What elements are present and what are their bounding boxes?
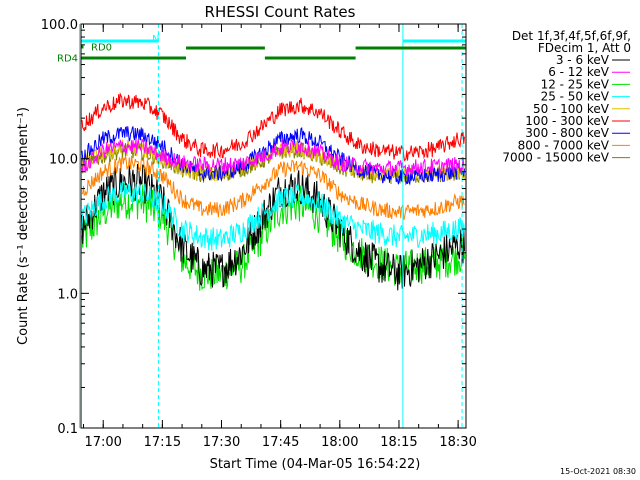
flag-marker-n: N [152,34,159,45]
y-tick-label-2: 10.0 [49,153,78,168]
y-tick-label-1: 1.0 [57,287,78,302]
x-tick-label-5: 18:15 [380,435,417,450]
legend-label-50-100-kev: 50 - 100 keV [533,102,610,116]
plot-area: N RD0 RD4 [57,24,466,428]
flag-label-rd0: RD0 [91,43,112,54]
footer-timestamp: 15-Oct-2021 08:30 [560,467,636,476]
chart-title: RHESSI Count Rates [205,3,356,21]
legend-label-300-800-kev: 300 - 800 keV [525,126,609,140]
legend-label-7000-15000-kev: 7000 - 15000 keV [502,151,609,165]
legend-header-line-1: Det 1f,3f,4f,5f,6f,9f, [512,29,631,43]
legend-label-12-25-kev: 12 - 25 keV [541,77,610,91]
legend-header-line-2: FDecim 1, Att 0 [538,41,631,55]
legend-label-6-12-kev: 6 - 12 keV [548,65,610,79]
y-axis-label: Count Rate (s⁻¹ detector segment⁻¹) [16,107,31,345]
plot-frame [80,23,467,429]
series-line-6-12-kev [81,138,465,178]
y-tick-label-0: 0.1 [57,422,78,437]
x-axis-label: Start Time (04-Mar-05 16:54:22) [210,457,421,472]
y-tick-label-3: 100.0 [41,18,78,33]
legend-label-3-6-kev: 3 - 6 keV [556,53,610,67]
legend-label-25-50-kev: 25 - 50 keV [541,90,610,104]
series-line-800-7000-kev [81,155,465,221]
x-tick-label-1: 17:15 [144,435,181,450]
x-tick-label-6: 18:30 [439,435,476,450]
series-line-12-25-kev [81,183,465,291]
x-tick-label-4: 18:00 [321,435,358,450]
axes: 17:00 17:15 17:30 17:45 18:00 18:15 18:30 0.1 1.… [41,18,477,450]
legend-label-100-300-kev: 100 - 300 keV [525,114,609,128]
x-tick-label-2: 17:30 [203,435,240,450]
legend: Det 1f,3f,4f,5f,6f,9f, FDecim 1, Att 0 3… [502,29,631,165]
x-tick-label-0: 17:00 [84,435,121,450]
series-line-25-50-kev [81,180,465,251]
x-tick-label-3: 17:45 [262,435,299,450]
flag-label-rd4: RD4 [57,54,78,65]
series-line-100-300-kev [81,92,465,162]
legend-label-800-7000-kev: 800 - 7000 keV [518,138,610,152]
